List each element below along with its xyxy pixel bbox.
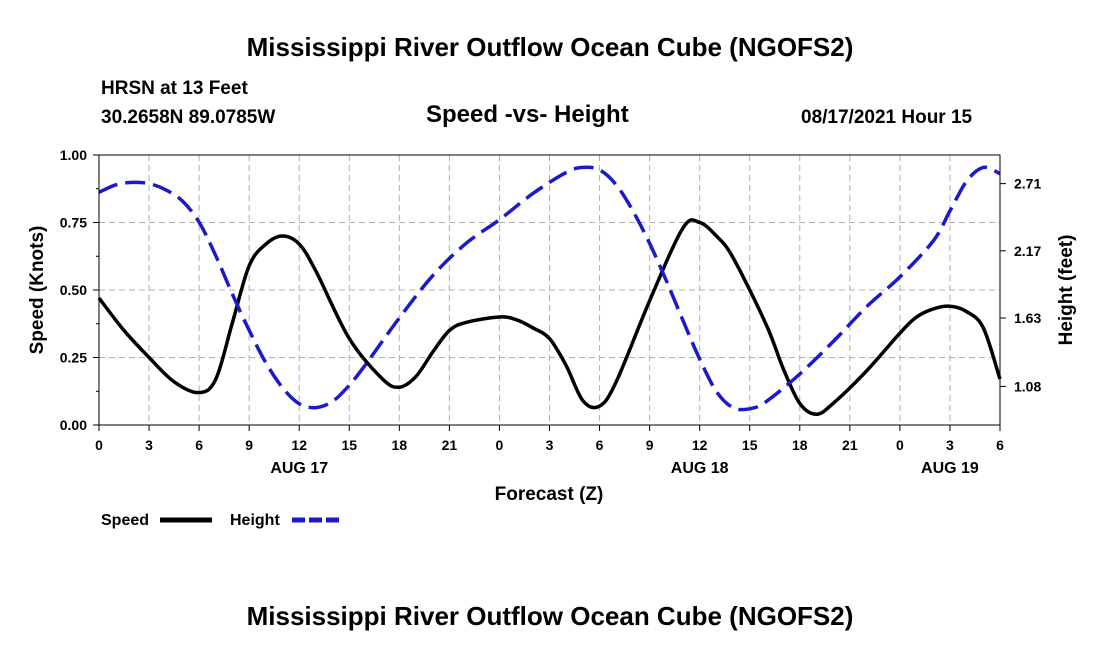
x-tick-label: 21: [442, 437, 458, 453]
x-date-label: AUG 18: [671, 460, 729, 477]
chart-ticks: 0 3 6 9 12 15 18 21 0 3 6 9 12 15 18 21 0 3 6 AUG 17 AUG 18 A…: [60, 147, 1042, 477]
station-coords: 30.2658N 89.0785W: [101, 107, 276, 128]
x-tick-label: 18: [792, 437, 808, 453]
x-date-label: AUG 17: [270, 460, 328, 477]
page-title-top: Mississippi River Outflow Ocean Cube (NG…: [246, 32, 854, 62]
chart-subtitle: Speed -vs- Height: [426, 101, 629, 128]
x-tick-label: 0: [95, 437, 103, 453]
forecast-timestamp: 08/17/2021 Hour 15: [801, 107, 973, 128]
x-tick-label: 12: [692, 437, 708, 453]
y-left-tick-label: 1.00: [60, 147, 87, 163]
series-line-speed: [97, 218, 1002, 416]
x-tick-label: 12: [291, 437, 307, 453]
x-date-label: AUG 19: [921, 460, 979, 477]
y-left-tick-label: 0.50: [60, 282, 87, 298]
x-tick-label: 9: [646, 437, 654, 453]
x-axis-label: Forecast (Z): [495, 484, 604, 505]
x-tick-label: 6: [996, 437, 1004, 453]
x-tick-label: 3: [546, 437, 554, 453]
station-name: HRSN at 13 Feet: [101, 78, 248, 99]
x-tick-label: 3: [946, 437, 954, 453]
y-right-tick-label: 1.08: [1014, 378, 1041, 394]
speed-height-chart: 0 3 6 9 12 15 18 21 0 3 6 9 12 15 18 21 0 3 6 AUG 17 AUG 18 A…: [27, 147, 1077, 529]
legend-height-label: Height: [230, 512, 280, 529]
x-tick-label: 9: [245, 437, 253, 453]
y-right-tick-label: 2.71: [1014, 176, 1041, 192]
y-axis-label-right: Height (feet): [1056, 235, 1077, 346]
chart-grid: [99, 155, 1000, 425]
x-tick-label: 0: [496, 437, 504, 453]
y-right-tick-label: 1.63: [1014, 310, 1041, 326]
x-tick-label: 15: [341, 437, 357, 453]
legend-speed-label: Speed: [101, 512, 149, 529]
x-tick-label: 3: [145, 437, 153, 453]
y-left-tick-label: 0.25: [60, 350, 87, 366]
x-tick-label: 15: [742, 437, 758, 453]
y-axis-label-left: Speed (Knots): [27, 226, 48, 355]
series-line-height: [98, 165, 1001, 412]
x-tick-label: 21: [842, 437, 858, 453]
y-right-tick-label: 2.17: [1014, 243, 1041, 259]
chart-series: [97, 165, 1002, 416]
y-left-tick-label: 0.00: [60, 417, 87, 433]
x-tick-label: 18: [392, 437, 408, 453]
y-left-tick-label: 0.75: [60, 215, 87, 231]
x-tick-label: 6: [195, 437, 203, 453]
x-tick-label: 0: [896, 437, 904, 453]
page-title-bottom: Mississippi River Outflow Ocean Cube (NG…: [246, 601, 854, 631]
x-tick-label: 6: [596, 437, 604, 453]
legend: Speed Height: [101, 512, 342, 529]
